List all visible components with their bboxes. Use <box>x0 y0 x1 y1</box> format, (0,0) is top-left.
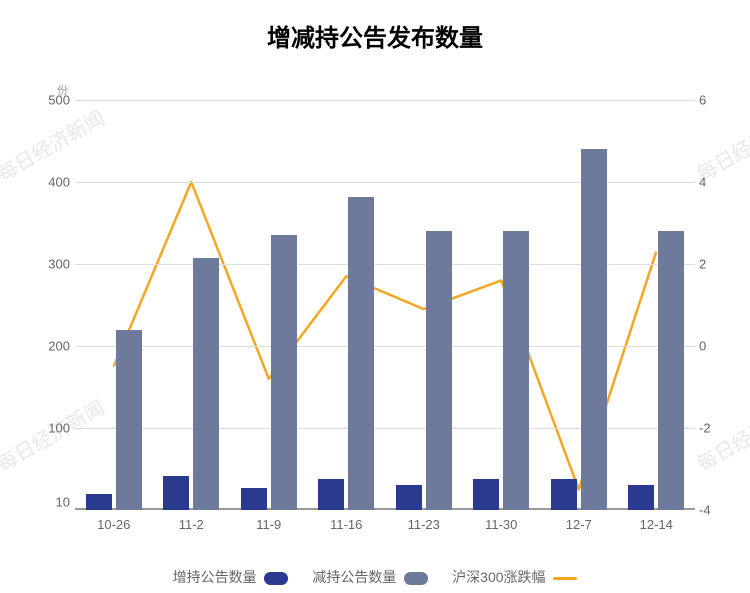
y-left-tick-label: 100 <box>30 421 70 436</box>
legend-item-increase: 增持公告数量 <box>173 567 289 587</box>
bar-decrease <box>348 197 374 510</box>
y-right-tick-label: -4 <box>699 503 729 518</box>
legend-swatch <box>404 572 428 585</box>
gridline <box>75 100 695 101</box>
x-tick-label: 11-9 <box>256 517 281 532</box>
bar-decrease <box>193 258 219 510</box>
bar-increase <box>241 488 267 510</box>
legend-label: 沪深300涨跌幅 <box>452 569 545 585</box>
y-left-tick-label: 200 <box>30 339 70 354</box>
legend-label: 增持公告数量 <box>173 569 257 585</box>
x-tick-label: 11-16 <box>330 517 362 532</box>
legend-item-decrease: 减持公告数量 <box>312 567 428 587</box>
y-right-tick-label: 2 <box>699 257 729 272</box>
chart-title: 增减持公告发布数量 <box>0 0 750 53</box>
x-tick-label: 11-2 <box>179 517 204 532</box>
legend: 增持公告数量 减持公告数量 沪深300涨跌幅 <box>0 567 750 587</box>
bar-increase <box>628 485 654 510</box>
bar-increase <box>473 479 499 510</box>
bar-decrease <box>271 235 297 510</box>
y-left-tick-label: 10 <box>30 494 70 509</box>
y-left-tick-label: 300 <box>30 257 70 272</box>
x-tick-label: 12-7 <box>566 517 592 532</box>
bar-increase <box>396 485 422 510</box>
y-right-tick-label: 6 <box>699 93 729 108</box>
bar-increase <box>163 476 189 510</box>
legend-item-hs300: 沪深300涨跌幅 <box>452 567 577 587</box>
bar-decrease <box>658 231 684 510</box>
y-left-tick-label: 500 <box>30 93 70 108</box>
chart-area: 份 10100200300400500-4-2024610-2611-211-9… <box>75 100 695 510</box>
plot-area: 10100200300400500-4-2024610-2611-211-911… <box>75 100 695 510</box>
x-tick-label: 11-23 <box>408 517 440 532</box>
bar-increase <box>318 479 344 510</box>
y-right-tick-label: -2 <box>699 421 729 436</box>
y-left-tick-label: 400 <box>30 175 70 190</box>
x-tick-label: 12-14 <box>640 517 673 532</box>
bar-decrease <box>116 330 142 510</box>
y-right-tick-label: 0 <box>699 339 729 354</box>
legend-swatch <box>264 572 288 585</box>
legend-label: 减持公告数量 <box>312 569 396 585</box>
y-right-tick-label: 4 <box>699 175 729 190</box>
bar-decrease <box>503 231 529 510</box>
x-tick-label: 11-30 <box>485 517 517 532</box>
bar-decrease <box>581 149 607 510</box>
bar-increase <box>551 479 577 510</box>
x-tick-label: 10-26 <box>97 517 130 532</box>
bar-increase <box>86 494 112 510</box>
legend-swatch <box>553 577 577 580</box>
bar-decrease <box>426 231 452 510</box>
